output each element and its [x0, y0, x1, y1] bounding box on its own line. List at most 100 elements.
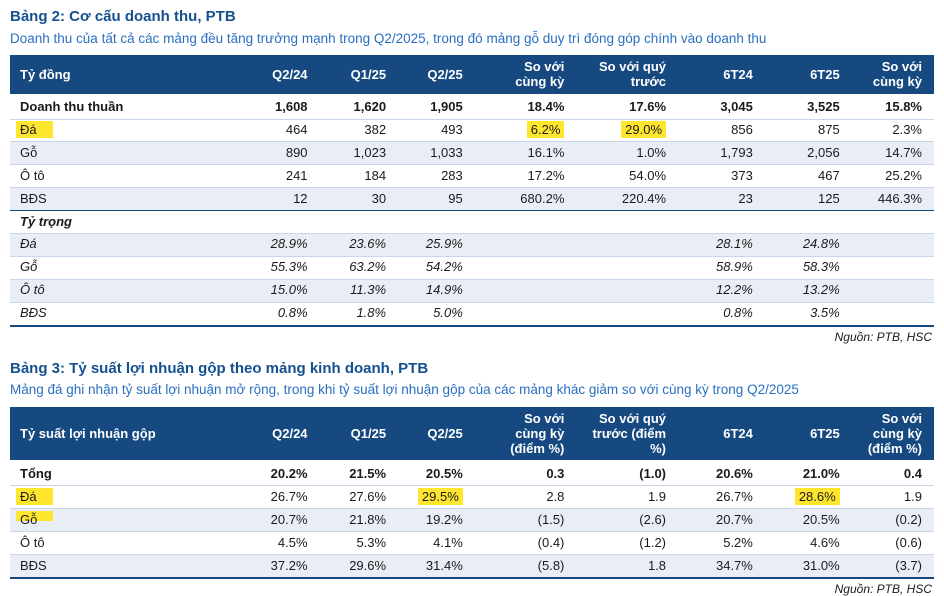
value-cell: 37.2%	[236, 554, 320, 578]
value-cell: 14.7%	[851, 141, 934, 165]
value-cell: 856	[678, 118, 765, 142]
value-cell	[678, 210, 765, 234]
value-cell: (1.2)	[576, 531, 679, 555]
value-cell: 34.7%	[678, 554, 765, 578]
value-cell: 16.1%	[474, 141, 577, 165]
highlighted-value: 29.0%	[621, 121, 667, 139]
value-cell: 15.0%	[236, 278, 320, 303]
value-cell: (3.7)	[851, 554, 934, 578]
row-label-text: Gỗ	[20, 144, 38, 160]
revenue-table-header-row: Tỷ đồng Q2/24 Q1/25 Q2/25 So với cùng kỳ So v…	[10, 54, 934, 97]
value-cell	[851, 255, 934, 280]
value-cell: 29.5%	[398, 485, 475, 509]
value-cell	[764, 210, 852, 234]
value-cell: 17.2%	[474, 164, 577, 188]
value-cell: 1,620	[353, 99, 387, 115]
column-header: So với cùng kỳ	[851, 54, 934, 97]
value-cell	[236, 210, 320, 234]
table-row: Đá 26.7% 27.6% 29.5% 2.8 1.9 26.7% 28.6% 1.9	[10, 485, 934, 509]
value-cell: 241	[236, 164, 320, 188]
row-label: BĐS	[10, 301, 237, 326]
value-cell: 95	[398, 187, 475, 211]
value-cell: 382	[319, 118, 399, 142]
value-cell: 28.1%	[678, 232, 765, 257]
source-note: Nguồn: PTB, HSC	[834, 581, 932, 596]
value-cell: 23.6%	[319, 232, 399, 257]
value-cell: 24.8%	[764, 232, 852, 257]
value-cell: 12.2%	[678, 278, 765, 303]
highlighted-value: 28.6%	[794, 487, 840, 505]
row-label: BĐS	[10, 554, 237, 578]
table-row: Gỗ 890 1,023 1,033 16.1% 1.0% 1,793 2,056 14.7%	[10, 141, 934, 165]
value-cell: 283	[398, 164, 475, 188]
table2-title: Bảng 2: Cơ cấu doanh thu, PTB	[10, 8, 236, 25]
value-cell: 14.9%	[398, 278, 475, 303]
row-label: Đá	[10, 232, 237, 257]
highlighted-value: 29.5%	[417, 487, 463, 505]
value-cell: 493	[398, 118, 475, 142]
row-label: Doanh thu thuần	[10, 95, 236, 119]
table-row: BĐS 37.2% 29.6% 31.4% (5.8) 1.8 34.7% 31.0% (3.7…	[10, 554, 934, 578]
value-cell: 3,045	[720, 99, 753, 115]
row-label: Tỷ trọng	[10, 210, 237, 234]
row-label: Đá	[10, 118, 237, 142]
value-cell: (5.8)	[474, 554, 577, 578]
value-cell: 15.8%	[885, 99, 922, 115]
row-label-text: Tổng	[20, 465, 52, 481]
value-cell: 0.4	[903, 465, 922, 481]
row-label-text: BĐS	[20, 557, 47, 573]
value-cell: 4.1%	[398, 531, 475, 555]
row-label-text: Ô tô	[20, 167, 45, 183]
value-cell	[474, 210, 577, 234]
margin-table-block: Bảng 3: Tỷ suất lợi nhuận gộp theo mảng …	[10, 360, 934, 596]
value-cell: (0.4)	[474, 531, 577, 555]
row-label: Tổng	[10, 462, 236, 486]
row-label-text: BĐS	[20, 305, 47, 321]
value-cell: 1,033	[398, 141, 475, 165]
value-cell: 26.7%	[236, 485, 320, 509]
value-cell: 1,608	[275, 99, 308, 115]
value-cell: 125	[764, 187, 852, 211]
value-cell	[474, 301, 577, 326]
row-label: Ô tô	[10, 164, 237, 188]
value-cell: 12	[236, 187, 320, 211]
value-cell: 467	[764, 164, 852, 188]
column-header: Q2/25	[398, 54, 475, 97]
row-label: Gỗ	[10, 255, 237, 280]
value-cell: 3,525	[807, 99, 840, 115]
value-cell: 373	[678, 164, 765, 188]
value-cell: 28.9%	[236, 232, 320, 257]
column-header: So với quý trước	[576, 54, 679, 97]
column-header: 6T25	[764, 54, 852, 97]
value-cell	[851, 301, 934, 326]
gross-margin-table: Tỷ suất lợi nhuận gộp Q2/24 Q1/25 Q2/25 So v…	[10, 406, 934, 579]
column-header: So với quý trước (điểm %)	[576, 406, 679, 464]
column-header: 6T25	[764, 406, 852, 464]
value-cell: 20.6%	[715, 465, 753, 481]
value-cell	[851, 278, 934, 303]
row-label-text: BĐS	[20, 190, 47, 206]
value-cell	[474, 278, 577, 303]
table2-subtitle: Doanh thu của tất cả các mảng đều tăng t…	[10, 30, 767, 46]
value-cell: 0.3	[546, 465, 565, 481]
value-cell	[576, 301, 679, 326]
value-cell: 464	[236, 118, 320, 142]
value-cell: 1.9	[851, 485, 934, 509]
row-label: Đá	[10, 485, 237, 509]
row-label-text: Đá	[16, 121, 53, 139]
value-cell: 20.2%	[270, 465, 308, 481]
value-cell: 875	[764, 118, 852, 142]
row-label: Gỗ	[10, 508, 237, 532]
value-cell: 2,056	[764, 141, 852, 165]
value-cell: 58.9%	[678, 255, 765, 280]
value-cell: 20.5%	[425, 465, 463, 481]
table-row: Ô tô 4.5% 5.3% 4.1% (0.4) (1.2) 5.2% 4.6% (0.6)	[10, 531, 934, 555]
table-row: BĐS 12 30 95 680.2% 220.4% 23 125 446.3%	[10, 187, 934, 211]
value-cell: 446.3%	[851, 187, 934, 211]
value-cell: 21.0%	[802, 465, 840, 481]
table-row: BĐS 0.8% 1.8% 5.0% 0.8% 3.5%	[10, 301, 934, 326]
column-header: So với cùng kỳ (điểm %)	[851, 406, 934, 464]
column-header: Q1/25	[319, 406, 399, 464]
table-row: Doanh thu thuần 1,608 1,620 1,905 18.4% 17.6%…	[10, 95, 934, 119]
